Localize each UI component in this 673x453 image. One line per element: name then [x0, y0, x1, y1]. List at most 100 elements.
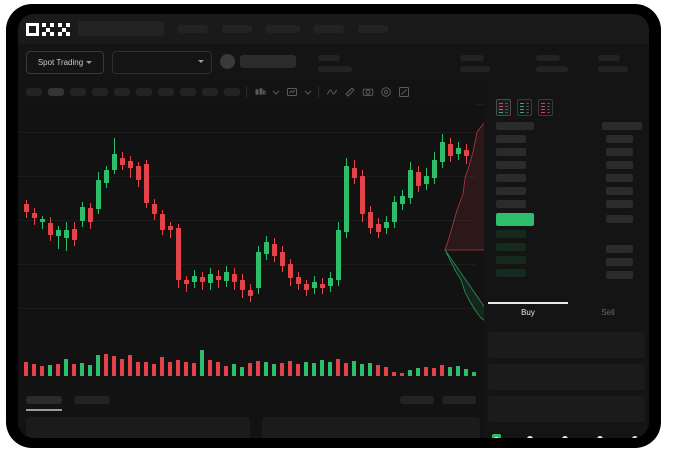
line-chart-icon[interactable]: [326, 86, 338, 98]
chevron-down-icon: [198, 60, 204, 63]
orderbook-ask-size-5[interactable]: [606, 187, 633, 195]
chevron-down-icon[interactable]: [270, 86, 282, 98]
candlestick: [96, 104, 102, 328]
nav-item-5[interactable]: [358, 25, 388, 33]
order-field-amount[interactable]: [488, 364, 645, 390]
volume-bar: [120, 359, 124, 376]
orderbook-ask-size-3[interactable]: [606, 161, 633, 169]
orderbook-last-price: [496, 213, 534, 226]
volume-bar: [144, 362, 148, 376]
bottom-panel-right[interactable]: [262, 417, 480, 438]
volume-bar: [48, 365, 52, 376]
orderbook-ask-size-2[interactable]: [606, 148, 633, 156]
orderbook-ask-price-5[interactable]: [496, 187, 526, 195]
chart-gridline: [18, 132, 476, 133]
orderbook-bid-size-2[interactable]: [606, 245, 633, 253]
volume-bar: [232, 364, 236, 376]
volume-bar: [368, 363, 372, 376]
orderbook-bid-size-4[interactable]: [606, 271, 633, 279]
orderbook-bid-price-3[interactable]: [496, 256, 526, 264]
orderbook-bid-price-2[interactable]: [496, 243, 526, 251]
volume-bar: [424, 367, 428, 376]
bottom-action-2[interactable]: [442, 396, 476, 404]
orderbook-ask-size-4[interactable]: [606, 174, 633, 182]
nav-item-4[interactable]: [314, 25, 344, 33]
timeframe-7[interactable]: [158, 88, 174, 96]
slider-handle[interactable]: [492, 434, 501, 438]
ruler-icon[interactable]: [344, 86, 356, 98]
timeframe-1[interactable]: [26, 88, 42, 96]
nav-item-2[interactable]: [222, 25, 252, 33]
volume-bar: [200, 350, 204, 376]
orderbook-header-left[interactable]: [496, 122, 534, 130]
orderbook-ask-price-1[interactable]: [496, 135, 526, 143]
orderbook-ask-size-1[interactable]: [606, 135, 633, 143]
order-field-price[interactable]: [488, 332, 645, 358]
orderbook-bid-price-1[interactable]: [496, 230, 526, 238]
candlestick: [24, 104, 30, 328]
candlestick-icon[interactable]: [254, 86, 266, 98]
timeframe-10[interactable]: [224, 88, 240, 96]
slider-step-5[interactable]: [632, 435, 638, 438]
trading-mode-selector[interactable]: Spot Trading: [26, 51, 104, 74]
volume-bar: [320, 360, 324, 376]
volume-bar: [472, 372, 476, 376]
orderbook-both-icon[interactable]: [496, 99, 511, 116]
volume-bar: [376, 365, 380, 376]
fullscreen-icon[interactable]: [398, 86, 410, 98]
orderbook-ask-price-3[interactable]: [496, 161, 526, 169]
candlestick: [152, 104, 158, 328]
tab-sell[interactable]: Sell: [601, 308, 615, 317]
candlestick: [232, 104, 238, 328]
search-input[interactable]: [78, 21, 164, 36]
candlestick: [464, 104, 470, 328]
orderbook-bid-price-4[interactable]: [496, 269, 526, 277]
settings-icon[interactable]: [380, 86, 392, 98]
slider-step-3[interactable]: [562, 435, 568, 438]
candlestick: [296, 104, 302, 328]
slider-step-2[interactable]: [527, 435, 533, 438]
orderbook-asks-icon[interactable]: [538, 99, 553, 116]
candlestick: [32, 104, 38, 328]
volume-bar: [152, 364, 156, 376]
amount-slider[interactable]: [492, 434, 640, 438]
candlestick: [432, 104, 438, 328]
timeframe-3[interactable]: [70, 88, 86, 96]
orderbook-last-size[interactable]: [606, 215, 633, 223]
timeframe-5[interactable]: [114, 88, 130, 96]
timeframe-2[interactable]: [48, 88, 64, 96]
pair-selector[interactable]: [112, 51, 212, 74]
orderbook-ask-price-2[interactable]: [496, 148, 526, 156]
nav-item-3[interactable]: [266, 25, 300, 33]
tab-buy[interactable]: Buy: [521, 308, 535, 317]
chevron-down-icon[interactable]: [302, 86, 314, 98]
okx-logo[interactable]: [26, 23, 70, 36]
orderbook-rows[interactable]: [484, 120, 649, 298]
candlestick-chart[interactable]: [18, 104, 476, 328]
bottom-tab-2[interactable]: [74, 396, 110, 404]
orderbook-bids-icon[interactable]: [517, 99, 532, 116]
bottom-panel-left[interactable]: [26, 417, 250, 438]
volume-bar: [352, 361, 356, 376]
order-field-total[interactable]: [488, 396, 645, 422]
slider-step-4[interactable]: [597, 435, 603, 438]
orderbook-ask-price-4[interactable]: [496, 174, 526, 182]
orderbook-bid-size-3[interactable]: [606, 258, 633, 266]
timeframe-4[interactable]: [92, 88, 108, 96]
orderbook-ask-size-6[interactable]: [606, 200, 633, 208]
volume-bar: [96, 355, 100, 376]
orderbook-header-right[interactable]: [602, 122, 642, 130]
volume-bar: [184, 362, 188, 376]
timeframe-6[interactable]: [136, 88, 152, 96]
indicator-icon[interactable]: [286, 86, 298, 98]
camera-icon[interactable]: [362, 86, 374, 98]
bottom-action-1[interactable]: [400, 396, 434, 404]
nav-item-1[interactable]: [178, 25, 208, 33]
orderbook-ask-price-6[interactable]: [496, 200, 526, 208]
timeframe-9[interactable]: [202, 88, 218, 96]
volume-bar: [192, 363, 196, 376]
timeframe-8[interactable]: [180, 88, 196, 96]
bottom-tab-1[interactable]: [26, 396, 62, 404]
candlestick: [120, 104, 126, 328]
